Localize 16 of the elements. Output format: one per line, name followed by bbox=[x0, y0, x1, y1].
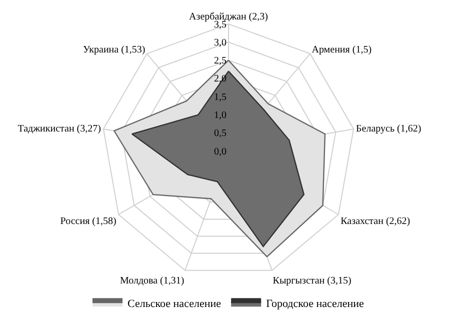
spoke-label: Кыргызстан (3,15) bbox=[272, 275, 352, 286]
legend-label: Сельское население bbox=[128, 298, 222, 310]
y-tick-label: 2,5 bbox=[214, 56, 226, 67]
spoke-label: Россия (1,58) bbox=[60, 216, 116, 227]
spoke-label: Молдова (1,31) bbox=[120, 275, 184, 286]
y-tick-label: 3,0 bbox=[214, 37, 226, 48]
spoke-label: Беларусь (1,62) bbox=[356, 124, 422, 135]
y-tick-label: 1,5 bbox=[214, 92, 226, 103]
spoke-label: Таджикистан (3,27) bbox=[18, 124, 101, 135]
y-tick-label: 1,0 bbox=[214, 110, 226, 121]
spoke-label: Армения (1,5) bbox=[312, 44, 372, 56]
spoke-label: Казахстан (2,62) bbox=[340, 216, 410, 227]
y-tick-label: 0,5 bbox=[214, 128, 226, 140]
y-tick-label: 0,0 bbox=[214, 146, 226, 158]
spoke-label: Украина (1,53) bbox=[82, 44, 146, 56]
legend-label: Городское население bbox=[266, 298, 364, 310]
